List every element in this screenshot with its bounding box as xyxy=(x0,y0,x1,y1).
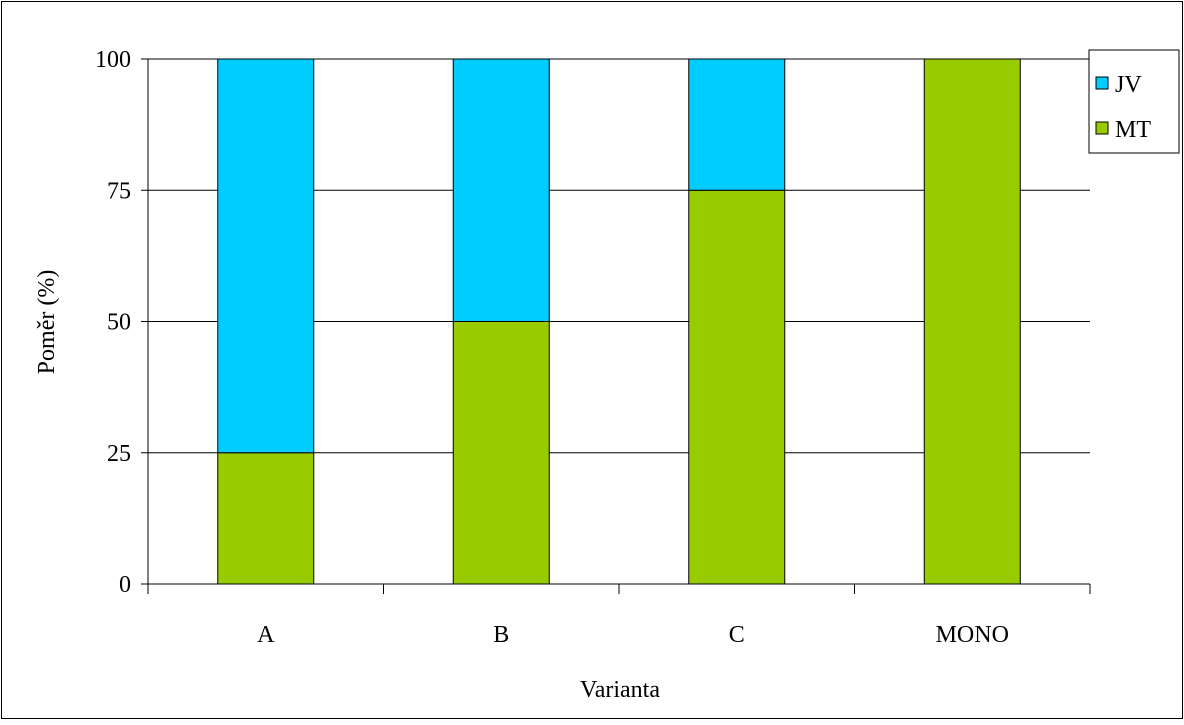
bar-jv-a xyxy=(217,58,315,454)
legend-label-mt: MT xyxy=(1115,117,1151,143)
bar-mt-b xyxy=(452,321,550,585)
bar-mt-a xyxy=(217,452,315,585)
y-tick-labels: 0 25 50 75 100 xyxy=(95,47,131,598)
x-tick-label: A xyxy=(257,622,275,648)
x-axis-label: Varianta xyxy=(580,677,660,703)
y-tick-label: 50 xyxy=(107,310,131,336)
legend-label-jv: JV xyxy=(1115,72,1142,98)
legend: JV MT xyxy=(1088,49,1180,154)
x-tick-label: MONO xyxy=(936,622,1009,648)
y-tick-label: 25 xyxy=(107,441,131,467)
bar-jv-c xyxy=(688,58,786,191)
bar-jv-b xyxy=(452,58,550,322)
legend-swatch-mt xyxy=(1095,121,1109,135)
y-axis-label: Poměr (%) xyxy=(34,270,60,375)
bar-mt-c xyxy=(688,189,786,585)
bars xyxy=(217,58,1021,585)
legend-swatch-jv xyxy=(1095,76,1109,90)
x-tick-labels: A B C MONO xyxy=(257,622,1009,648)
x-tick-label: B xyxy=(493,622,509,648)
x-tick-label: C xyxy=(729,622,745,648)
y-tick-label: 75 xyxy=(107,178,131,204)
axes xyxy=(141,58,1091,594)
y-tick-label: 0 xyxy=(119,572,131,598)
y-tick-label: 100 xyxy=(95,47,131,73)
bar-mt-mono xyxy=(923,58,1021,585)
legend-box xyxy=(1088,49,1180,154)
